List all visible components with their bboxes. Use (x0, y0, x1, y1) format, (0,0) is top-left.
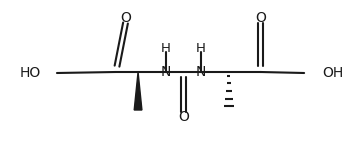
Text: H: H (196, 42, 206, 56)
Text: N: N (161, 65, 171, 79)
Text: HO: HO (19, 66, 40, 80)
Text: OH: OH (322, 66, 344, 80)
Text: N: N (195, 65, 206, 79)
Polygon shape (134, 72, 142, 110)
Text: O: O (255, 11, 266, 25)
Text: H: H (161, 42, 171, 56)
Text: O: O (178, 110, 189, 124)
Text: O: O (120, 11, 131, 25)
